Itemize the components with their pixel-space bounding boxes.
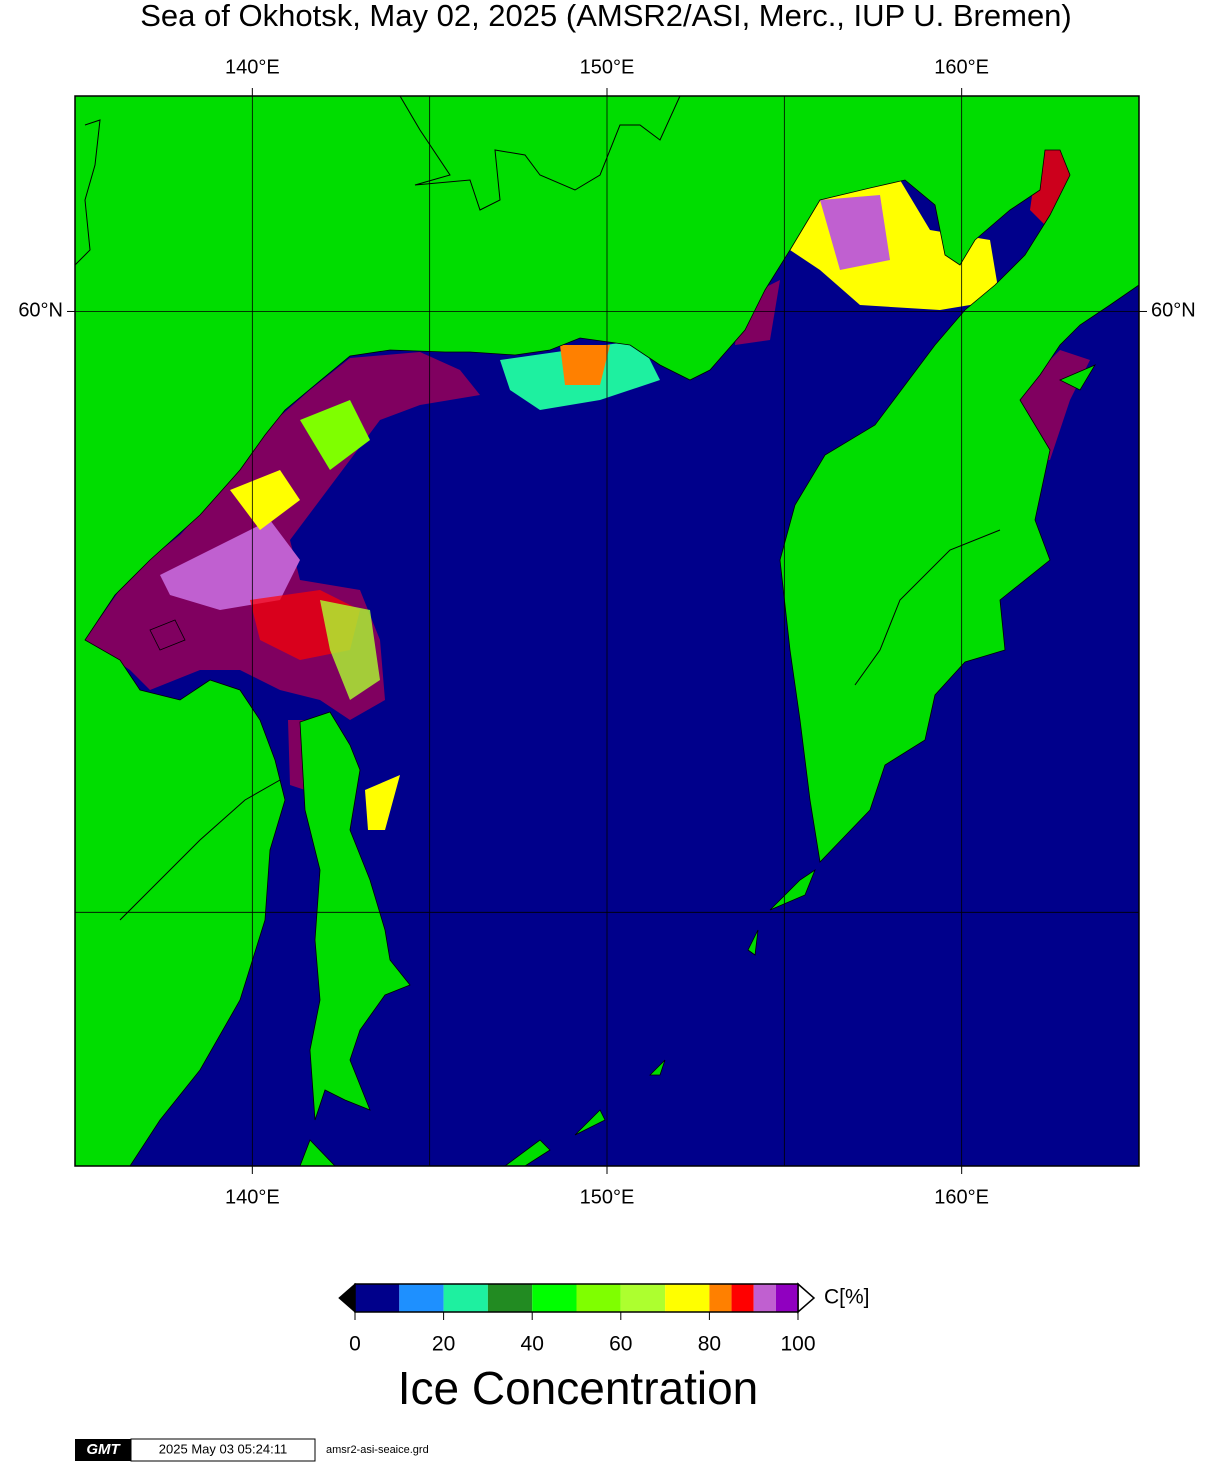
ice-patch <box>735 280 780 345</box>
lon-label: 160°E <box>934 56 989 78</box>
colorbar-bin <box>399 1284 444 1312</box>
map-title: Sea of Okhotsk, May 02, 2025 (AMSR2/ASI,… <box>140 0 1072 33</box>
colorbar-bin <box>753 1284 776 1312</box>
land-shape <box>747 929 759 956</box>
ice-patch <box>85 352 480 720</box>
land-shape <box>649 1059 666 1076</box>
lon-label: 140°E <box>225 1186 280 1208</box>
lon-label: 150°E <box>580 56 635 78</box>
timestamp-box <box>130 1438 316 1462</box>
border-line <box>854 529 1001 686</box>
colorbar-frame <box>354 1283 799 1313</box>
under-triangle <box>338 1282 356 1314</box>
land-shape <box>574 1109 606 1136</box>
lon-label: 150°E <box>580 1186 635 1208</box>
land-shape <box>769 868 816 911</box>
colorbar-tick-label: 60 <box>609 1333 632 1356</box>
lon-label: 140°E <box>225 56 280 78</box>
border-line <box>74 119 101 266</box>
colorbar-bin <box>731 1284 754 1312</box>
colorbar-tick-label: 80 <box>698 1333 721 1356</box>
logo-box <box>75 1439 131 1461</box>
borders <box>74 95 1001 921</box>
land-shape <box>299 711 411 1121</box>
colorbar: 0 20 40 60 80 100 C[%] <box>338 1282 870 1356</box>
colorbar-tick-label: 100 <box>780 1333 815 1356</box>
border-line <box>119 779 281 921</box>
colorbar-bin <box>709 1284 732 1312</box>
logo: GMT <box>86 1441 121 1458</box>
filename: amsr2-asi-seaice.grd <box>326 1444 429 1456</box>
footer: GMT 2025 May 03 05:24:11 amsr2-asi-seaic… <box>75 1438 429 1462</box>
over-triangle <box>797 1282 816 1314</box>
colorbar-bin <box>775 1284 798 1312</box>
ice-patch <box>560 345 610 385</box>
timestamp: 2025 May 03 05:24:11 <box>159 1441 287 1456</box>
ice-patch <box>365 775 400 830</box>
land-shape <box>1059 364 1096 391</box>
map-area <box>74 95 1140 1167</box>
colorbar-tick-label: 0 <box>349 1333 361 1356</box>
ice-patch <box>160 520 300 610</box>
ice-patch <box>230 470 300 530</box>
colorbar-bin <box>532 1284 577 1312</box>
colorbar-bin <box>487 1284 533 1312</box>
colorbar-title: Ice Concentration <box>398 1362 759 1414</box>
lat-label: 60°N <box>18 300 63 322</box>
border-line <box>399 95 681 211</box>
lon-label: 160°E <box>934 1186 989 1208</box>
ice-patches <box>85 130 1090 830</box>
colorbar-unit: C[%] <box>824 1286 870 1309</box>
colorbar-tick-label: 20 <box>432 1333 455 1356</box>
colorbar-bin <box>355 1284 400 1312</box>
colorbar-tick-label: 40 <box>521 1333 544 1356</box>
ice-patch <box>300 400 370 470</box>
ice-patch <box>820 195 890 270</box>
ice-patch <box>320 600 380 700</box>
colorbar-bin <box>665 1284 710 1312</box>
colorbar-bin <box>576 1284 621 1312</box>
lat-label: 60°N <box>1151 300 1196 322</box>
land-shape <box>149 619 186 651</box>
colorbar-bin <box>620 1284 666 1312</box>
colorbar-bin <box>443 1284 488 1312</box>
